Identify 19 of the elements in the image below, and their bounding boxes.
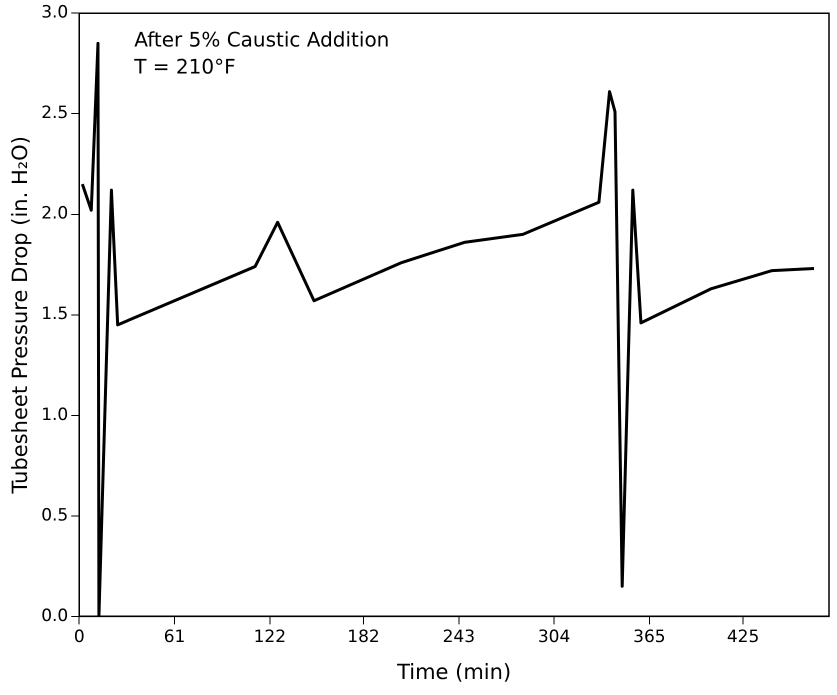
y-tick-label: 2.0 (41, 204, 68, 224)
x-tick-label: 365 (633, 627, 666, 648)
y-tick-label: 1.5 (41, 304, 68, 324)
annotation: After 5% Caustic Addition (134, 27, 390, 52)
y-axis-title: Tubesheet Pressure Drop (in. H₂O) (8, 136, 32, 494)
y-tick-label: 1.0 (41, 404, 68, 425)
x-tick-label: 304 (538, 627, 570, 648)
x-tick-label: 122 (254, 627, 286, 648)
x-tick-label: 182 (347, 627, 380, 648)
y-tick-label: 0.5 (41, 505, 68, 526)
x-tick-label: 61 (164, 627, 186, 648)
y-tick-label: 3.0 (41, 2, 68, 23)
x-tick-label: 0 (74, 627, 85, 648)
x-tick-label: 243 (442, 627, 476, 648)
x-axis-title: Time (min) (396, 660, 512, 684)
y-tick-label: 0.0 (41, 606, 68, 626)
x-tick-label: 425 (726, 627, 760, 648)
y-tick-label: 2.5 (41, 103, 68, 124)
annotation: T = 210°F (133, 54, 236, 78)
